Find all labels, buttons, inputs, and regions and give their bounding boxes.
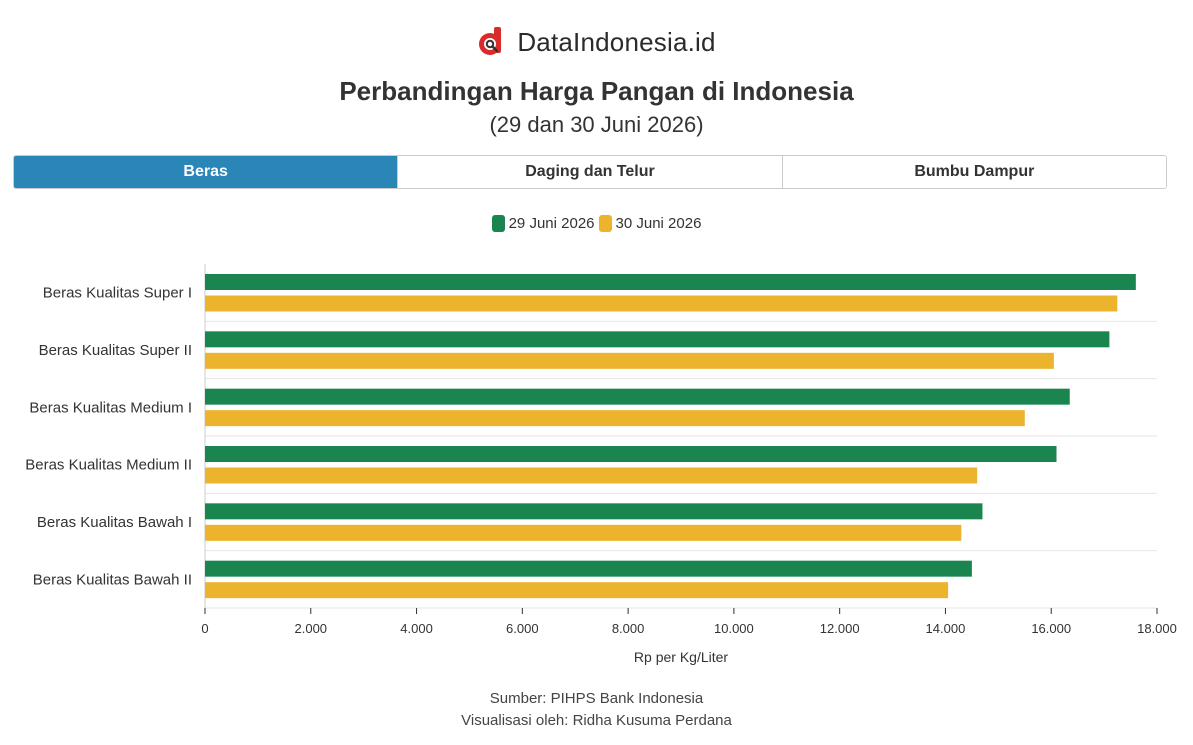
bar xyxy=(205,446,1057,462)
legend-item-series-1[interactable]: 29 Juni 2026 xyxy=(491,215,595,232)
category-label: Beras Kualitas Medium II xyxy=(25,457,192,474)
credit-note: Visualisasi oleh: Ridha Kusuma Perdana xyxy=(461,712,732,729)
bar xyxy=(205,352,1054,369)
bar xyxy=(205,503,983,520)
bar xyxy=(205,582,949,599)
legend-swatch-series-2 xyxy=(598,215,612,232)
x-tick-label: 10.000 xyxy=(714,621,754,636)
chart-title: Perbandingan Harga Pangan di Indonesia xyxy=(339,76,854,106)
chart-legend: 29 Juni 2026 30 Juni 2026 xyxy=(0,215,1193,232)
x-tick-label: 6.000 xyxy=(506,621,539,636)
bar xyxy=(205,524,962,541)
legend-swatch-series-1 xyxy=(491,215,505,232)
category-label: Beras Kualitas Bawah II xyxy=(33,571,192,588)
category-label: Beras Kualitas Medium I xyxy=(29,399,192,416)
x-tick-label: 18.000 xyxy=(1137,621,1177,636)
category-tabs: Beras Daging dan Telur Bumbu Dampur xyxy=(13,155,1167,189)
dataindonesia-logo-icon xyxy=(479,27,502,55)
brand-header: DataIndonesia.id xyxy=(0,26,1193,58)
bar xyxy=(205,274,1136,290)
source-note: Sumber: PIHPS Bank Indonesia xyxy=(489,690,704,707)
x-tick-label: 0 xyxy=(201,621,208,636)
x-tick-label: 8.000 xyxy=(612,621,645,636)
bar xyxy=(205,331,1110,348)
legend-item-series-2[interactable]: 30 Juni 2026 xyxy=(598,215,702,232)
x-tick-label: 4.000 xyxy=(400,621,433,636)
x-tick-label: 14.000 xyxy=(926,621,966,636)
bar xyxy=(205,467,978,484)
category-label: Beras Kualitas Bawah I xyxy=(37,514,192,531)
bar xyxy=(205,410,1025,427)
tab-bumbu-dampur[interactable]: Bumbu Dampur xyxy=(782,156,1166,188)
category-label: Beras Kualitas Super II xyxy=(39,342,192,359)
legend-label-series-1: 29 Juni 2026 xyxy=(508,215,595,232)
bar xyxy=(205,388,1070,405)
legend-label-series-2: 30 Juni 2026 xyxy=(615,215,702,232)
x-axis-title: Rp per Kg/Liter xyxy=(634,649,728,665)
x-tick-label: 2.000 xyxy=(295,621,328,636)
brand-name: DataIndonesia.id xyxy=(517,26,716,57)
x-tick-label: 16.000 xyxy=(1031,621,1071,636)
chart-subtitle: (29 dan 30 Juni 2026) xyxy=(489,112,704,137)
category-label: Beras Kualitas Super I xyxy=(43,285,192,302)
tab-daging-dan-telur[interactable]: Daging dan Telur xyxy=(398,156,783,188)
bar xyxy=(205,295,1118,312)
bar xyxy=(205,560,972,577)
x-tick-label: 12.000 xyxy=(820,621,860,636)
tab-beras[interactable]: Beras xyxy=(14,156,399,188)
